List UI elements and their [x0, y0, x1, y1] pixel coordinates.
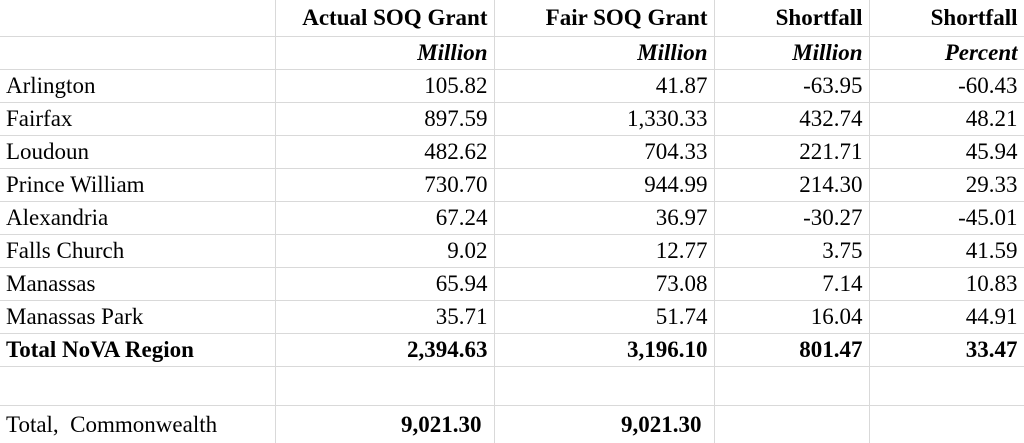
actual-value[interactable]: 482.62 [275, 136, 494, 169]
empty-cell[interactable] [275, 367, 494, 406]
total-region-label[interactable]: Total NoVA Region [0, 334, 275, 367]
shortfall-value[interactable]: -30.27 [714, 202, 869, 235]
shortfall-value[interactable]: 3.75 [714, 235, 869, 268]
actual-value[interactable]: 67.24 [275, 202, 494, 235]
total-commonwealth-actual[interactable]: 9,021.30 [275, 406, 494, 443]
jurisdiction-name[interactable]: Manassas Park [0, 301, 275, 334]
header-actual-soq-grant[interactable]: Actual SOQ Grant [275, 0, 494, 37]
jurisdiction-name[interactable]: Falls Church [0, 235, 275, 268]
table-row: Prince William 730.70 944.99 214.30 29.3… [0, 169, 1024, 202]
shortfall-value[interactable]: 432.74 [714, 103, 869, 136]
table-row: Arlington 105.82 41.87 -63.95 -60.43 [0, 70, 1024, 103]
shortfall-value[interactable]: 7.14 [714, 268, 869, 301]
percent-value[interactable]: 41.59 [869, 235, 1024, 268]
shortfall-value[interactable]: 16.04 [714, 301, 869, 334]
fair-value[interactable]: 1,330.33 [494, 103, 714, 136]
fair-value[interactable]: 73.08 [494, 268, 714, 301]
actual-value[interactable]: 65.94 [275, 268, 494, 301]
header-fair-soq-grant[interactable]: Fair SOQ Grant [494, 0, 714, 37]
jurisdiction-name[interactable]: Manassas [0, 268, 275, 301]
percent-value[interactable]: 10.83 [869, 268, 1024, 301]
table-row: Alexandria 67.24 36.97 -30.27 -45.01 [0, 202, 1024, 235]
total-region-actual[interactable]: 2,394.63 [275, 334, 494, 367]
total-region-row: Total NoVA Region 2,394.63 3,196.10 801.… [0, 334, 1024, 367]
jurisdiction-name[interactable]: Fairfax [0, 103, 275, 136]
empty-cell[interactable] [714, 406, 869, 443]
table-row: Fairfax 897.59 1,330.33 432.74 48.21 [0, 103, 1024, 136]
percent-value[interactable]: -60.43 [869, 70, 1024, 103]
fair-value[interactable]: 41.87 [494, 70, 714, 103]
header-shortfall[interactable]: Shortfall [714, 0, 869, 37]
shortfall-value[interactable]: 221.71 [714, 136, 869, 169]
empty-cell[interactable] [0, 367, 275, 406]
header-blank-cell[interactable] [0, 0, 275, 37]
percent-value[interactable]: 44.91 [869, 301, 1024, 334]
total-commonwealth-label[interactable]: Total, Commonwealth [0, 406, 275, 443]
unit-blank-cell[interactable] [0, 37, 275, 70]
fair-value[interactable]: 36.97 [494, 202, 714, 235]
unit-percent[interactable]: Percent [869, 37, 1024, 70]
fair-value[interactable]: 12.77 [494, 235, 714, 268]
unit-actual[interactable]: Million [275, 37, 494, 70]
total-commonwealth-fair[interactable]: 9,021.30 [494, 406, 714, 443]
header-row-units: Million Million Million Percent [0, 37, 1024, 70]
total-region-fair[interactable]: 3,196.10 [494, 334, 714, 367]
shortfall-value[interactable]: -63.95 [714, 70, 869, 103]
actual-value[interactable]: 730.70 [275, 169, 494, 202]
table-row: Falls Church 9.02 12.77 3.75 41.59 [0, 235, 1024, 268]
jurisdiction-name[interactable]: Prince William [0, 169, 275, 202]
shortfall-value[interactable]: 214.30 [714, 169, 869, 202]
fair-value[interactable]: 51.74 [494, 301, 714, 334]
header-row-titles: Actual SOQ Grant Fair SOQ Grant Shortfal… [0, 0, 1024, 37]
percent-value[interactable]: 29.33 [869, 169, 1024, 202]
jurisdiction-name[interactable]: Alexandria [0, 202, 275, 235]
header-shortfall-percent[interactable]: Shortfall [869, 0, 1024, 37]
table-row: Manassas Park 35.71 51.74 16.04 44.91 [0, 301, 1024, 334]
actual-value[interactable]: 105.82 [275, 70, 494, 103]
actual-value[interactable]: 897.59 [275, 103, 494, 136]
table-row: Manassas 65.94 73.08 7.14 10.83 [0, 268, 1024, 301]
unit-shortfall[interactable]: Million [714, 37, 869, 70]
empty-cell[interactable] [869, 406, 1024, 443]
empty-cell[interactable] [714, 367, 869, 406]
fair-value[interactable]: 704.33 [494, 136, 714, 169]
total-region-percent[interactable]: 33.47 [869, 334, 1024, 367]
blank-row [0, 367, 1024, 406]
percent-value[interactable]: 45.94 [869, 136, 1024, 169]
table-row: Loudoun 482.62 704.33 221.71 45.94 [0, 136, 1024, 169]
percent-value[interactable]: -45.01 [869, 202, 1024, 235]
actual-value[interactable]: 35.71 [275, 301, 494, 334]
unit-fair[interactable]: Million [494, 37, 714, 70]
fair-value[interactable]: 944.99 [494, 169, 714, 202]
actual-value[interactable]: 9.02 [275, 235, 494, 268]
total-region-shortfall[interactable]: 801.47 [714, 334, 869, 367]
total-commonwealth-row: Total, Commonwealth 9,021.30 9,021.30 [0, 406, 1024, 443]
percent-value[interactable]: 48.21 [869, 103, 1024, 136]
empty-cell[interactable] [494, 367, 714, 406]
jurisdiction-name[interactable]: Loudoun [0, 136, 275, 169]
jurisdiction-name[interactable]: Arlington [0, 70, 275, 103]
empty-cell[interactable] [869, 367, 1024, 406]
